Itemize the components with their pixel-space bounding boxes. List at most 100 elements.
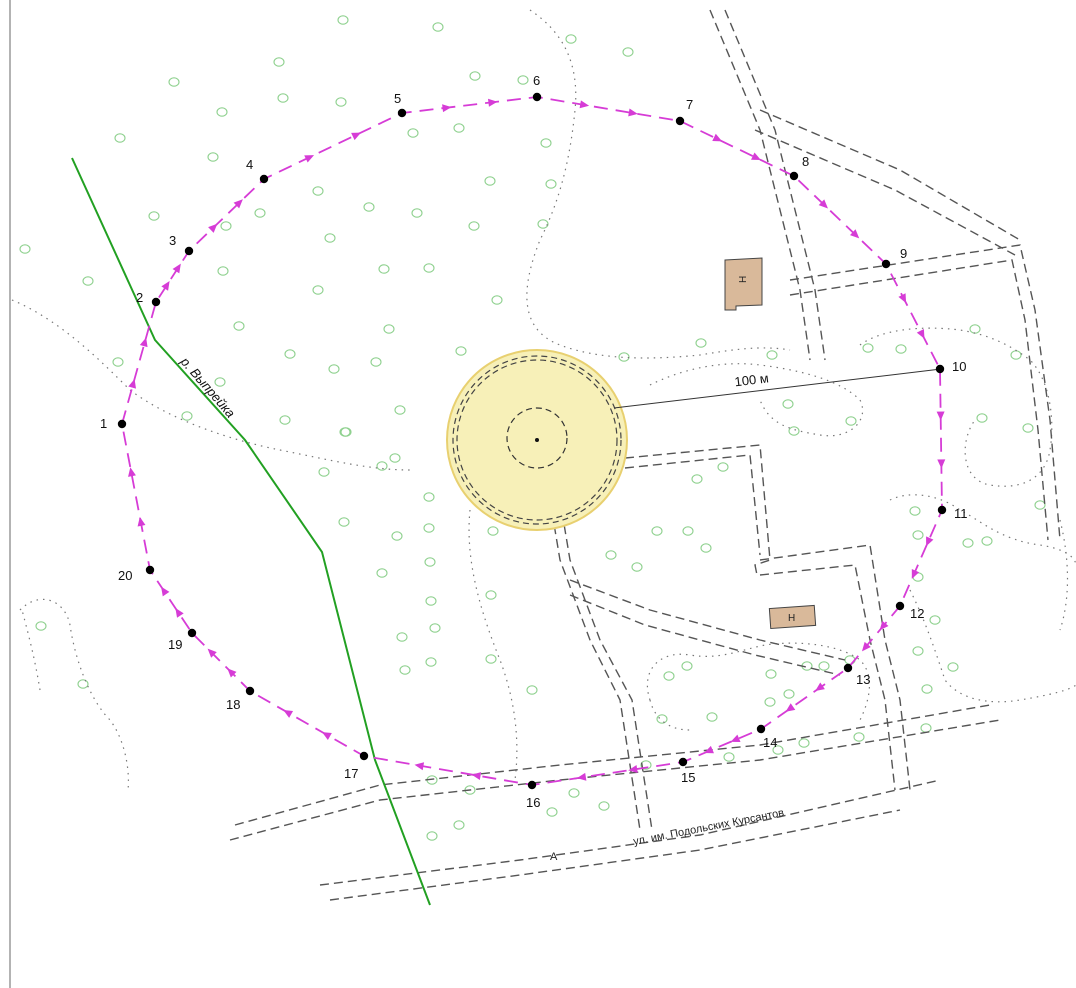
tree-icon (912, 530, 924, 540)
tree-icon (485, 654, 497, 664)
direction-arrow-icon (628, 108, 638, 117)
protection-zone (446, 349, 628, 531)
well-icon (535, 438, 539, 442)
tree-icon (929, 615, 941, 625)
boundary-point-label: 17 (344, 766, 358, 781)
tree-icon (537, 219, 549, 229)
tree-icon (947, 662, 959, 672)
street-label: ул. им. Подольских Курсантов (632, 807, 785, 848)
tree-icon (656, 714, 668, 724)
tree-icon (254, 208, 266, 218)
tree-icon (765, 669, 777, 679)
direction-arrow-icon (916, 328, 925, 339)
river-label: р. Выпрейка (177, 353, 238, 420)
boundary-point-label: 16 (526, 795, 540, 810)
boundary-point: 18 (226, 686, 255, 712)
boundary-point-marker (259, 174, 269, 184)
tree-icon (338, 517, 350, 527)
boundary-point-label: 13 (856, 672, 870, 687)
roads (229, 9, 1061, 901)
tree-icon (640, 760, 652, 770)
boundary-point-marker (843, 663, 853, 673)
tree-icon (77, 679, 89, 689)
boundary-point: 14 (756, 724, 777, 750)
boundary-point-marker (245, 686, 255, 696)
tree-icon (772, 745, 784, 755)
direction-arrow-icon (172, 263, 181, 274)
boundary-point-marker (527, 780, 537, 790)
direction-arrow-icon (815, 682, 825, 692)
tree-icon (424, 557, 436, 567)
boundary-point-marker (678, 757, 688, 767)
boundary-point: 11 (937, 505, 968, 521)
boundary-point: 19 (168, 628, 197, 652)
boundary-point-label: 8 (802, 154, 809, 169)
tree-icon (700, 543, 712, 553)
boundary-point-marker (359, 751, 369, 761)
tree-icon (114, 133, 126, 143)
boundary-point-label: 4 (246, 157, 253, 172)
direction-arrow-icon (937, 459, 946, 469)
tree-icon (214, 377, 226, 387)
boundary-point: 13 (843, 663, 870, 687)
tree-icon (526, 685, 538, 695)
building-label: Н (788, 613, 795, 624)
direction-arrow-icon (414, 762, 425, 771)
tree-icon (389, 453, 401, 463)
direction-arrow-icon (628, 765, 638, 773)
tree-icon (706, 712, 718, 722)
tree-icon (844, 655, 856, 665)
tree-icon (407, 128, 419, 138)
tree-icon (546, 807, 558, 817)
tree-icon (862, 343, 874, 353)
boundary-point: 4 (246, 157, 269, 184)
boundary-point: 8 (789, 154, 809, 181)
tree-icon (432, 22, 444, 32)
boundary-point: 16 (526, 780, 540, 810)
boundary-point-marker (151, 297, 161, 307)
boundary-point: 12 (895, 601, 924, 621)
boundary-point-marker (184, 246, 194, 256)
boundary-point: 15 (678, 757, 695, 785)
tree-icon (818, 661, 830, 671)
tree-icon (335, 97, 347, 107)
well-ring (506, 407, 568, 469)
direction-arrow-icon (207, 648, 217, 658)
direction-arrow-icon (471, 772, 482, 781)
tree-icon (487, 526, 499, 536)
direction-arrow-icon (712, 133, 723, 142)
tree-icon (370, 357, 382, 367)
tree-icon (19, 244, 31, 254)
direction-arrow-icon (283, 709, 294, 718)
tree-icon (394, 405, 406, 415)
boundary-point-marker (397, 108, 407, 118)
tree-icon (148, 211, 160, 221)
tree-icon (1034, 500, 1046, 510)
direction-arrow-icon (579, 100, 590, 109)
tree-icon (717, 462, 729, 472)
boundary-point-label: 6 (533, 73, 540, 88)
tree-icon (969, 324, 981, 334)
boundary-point-marker (789, 171, 799, 181)
tree-icon (909, 506, 921, 516)
tree-icon (396, 632, 408, 642)
river-line (71, 157, 431, 906)
tree-icon (682, 526, 694, 536)
boundary-point: 7 (675, 97, 693, 126)
boundary-point-label: 15 (681, 770, 695, 785)
buildings: Н Н (724, 257, 817, 630)
tree-icon (220, 221, 232, 231)
tree-icon (324, 233, 336, 243)
tree-icon (723, 752, 735, 762)
tree-icon (540, 138, 552, 148)
boundary-point-marker (675, 116, 685, 126)
tree-icon (339, 427, 351, 437)
boundary-point: 17 (344, 751, 369, 781)
direction-arrow-icon (488, 98, 498, 107)
tree-icon (545, 179, 557, 189)
direction-arrow-icon (227, 668, 237, 678)
tree-icon (363, 202, 375, 212)
tree-icon (764, 697, 776, 707)
